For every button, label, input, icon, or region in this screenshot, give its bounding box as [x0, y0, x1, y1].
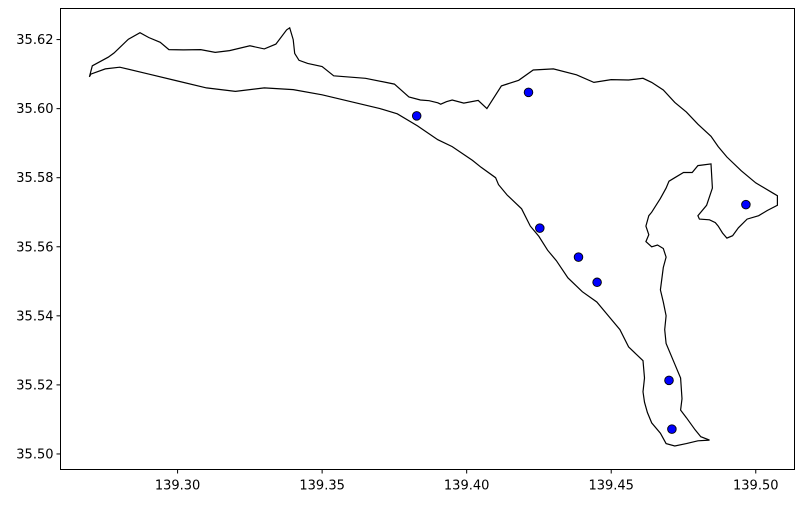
data-point-7 — [667, 424, 677, 434]
points-layer — [411, 87, 751, 434]
x-tick-label: 139.35 — [299, 479, 345, 494]
region-boundary — [88, 26, 778, 447]
data-point-2 — [523, 87, 534, 98]
y-axis: 35.50 35.52 35.54 35.56 35.58 35.60 35.62 — [16, 33, 61, 462]
x-axis: 139.30 139.35 139.40 139.45 139.50 — [155, 469, 779, 494]
x-tick-label: 139.30 — [155, 479, 201, 494]
x-tick-label: 139.40 — [444, 479, 490, 494]
axes-frame — [60, 8, 795, 470]
data-point-6 — [664, 375, 674, 386]
x-tick-label: 139.50 — [733, 479, 779, 494]
y-tick-label: 35.58 — [16, 171, 53, 186]
y-tick-label: 35.62 — [16, 33, 53, 48]
data-point-3 — [535, 223, 545, 233]
y-tick-label: 35.52 — [16, 378, 53, 393]
y-tick-label: 35.56 — [16, 240, 53, 255]
data-point-5 — [592, 277, 602, 288]
data-point-4 — [573, 252, 584, 262]
x-tick-label: 139.45 — [588, 479, 634, 494]
y-tick-label: 35.54 — [16, 309, 53, 324]
data-point-8 — [741, 199, 751, 210]
y-tick-label: 35.50 — [16, 447, 53, 462]
y-tick-label: 35.60 — [16, 102, 53, 117]
data-point-1 — [411, 111, 422, 121]
